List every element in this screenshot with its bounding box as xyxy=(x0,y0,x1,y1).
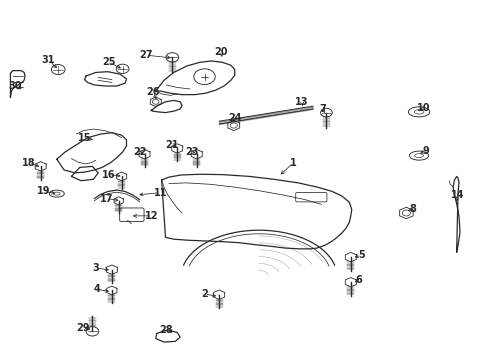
Text: 7: 7 xyxy=(319,104,325,114)
Text: 15: 15 xyxy=(78,133,91,143)
Text: 19: 19 xyxy=(37,186,50,197)
Text: 10: 10 xyxy=(416,103,430,113)
Text: 27: 27 xyxy=(139,50,152,60)
Text: 28: 28 xyxy=(160,325,173,335)
Text: 20: 20 xyxy=(214,46,227,57)
Text: 23: 23 xyxy=(185,147,198,157)
Text: 30: 30 xyxy=(9,81,22,91)
Text: 31: 31 xyxy=(41,55,55,65)
Text: 14: 14 xyxy=(450,190,464,200)
Text: 4: 4 xyxy=(94,284,101,294)
Text: 1: 1 xyxy=(289,158,296,168)
Text: 16: 16 xyxy=(102,170,116,180)
Text: 24: 24 xyxy=(227,113,241,123)
Text: 21: 21 xyxy=(165,140,179,150)
Text: 12: 12 xyxy=(145,211,158,221)
Text: 8: 8 xyxy=(408,204,415,215)
Text: 6: 6 xyxy=(355,275,362,285)
Text: 3: 3 xyxy=(92,263,99,273)
Text: 11: 11 xyxy=(154,188,167,198)
Text: 18: 18 xyxy=(22,158,36,168)
Text: 22: 22 xyxy=(133,147,146,157)
Text: 26: 26 xyxy=(146,87,159,97)
Text: 17: 17 xyxy=(100,194,114,204)
Text: 25: 25 xyxy=(102,57,116,67)
Text: 29: 29 xyxy=(76,323,89,333)
Text: 2: 2 xyxy=(201,289,207,299)
Text: 5: 5 xyxy=(357,250,364,260)
Text: 9: 9 xyxy=(422,145,428,156)
Text: 13: 13 xyxy=(295,97,308,107)
